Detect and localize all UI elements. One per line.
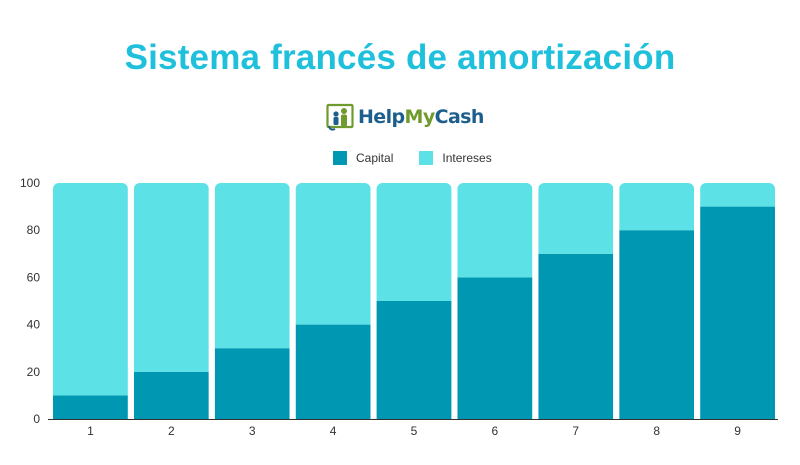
bar-group — [214, 183, 290, 419]
bar-capital-7 — [538, 253, 614, 419]
bar-intereses-4 — [295, 183, 371, 325]
x-tick-label: 4 — [330, 424, 337, 438]
bar-capital-5 — [376, 301, 452, 419]
bar-group — [295, 183, 371, 419]
bar-intereses-1 — [53, 183, 128, 396]
bar-group — [619, 183, 695, 419]
logo-text-my: My — [404, 106, 436, 128]
y-tick-label: 60 — [27, 270, 41, 284]
bar-capital-3 — [214, 348, 290, 419]
bar-capital-2 — [133, 371, 209, 419]
x-tick-label: 3 — [249, 424, 256, 438]
bar-intereses-7 — [538, 183, 614, 254]
bar-group — [538, 183, 614, 419]
y-tick-label: 80 — [27, 223, 41, 237]
x-tick-label: 7 — [572, 424, 579, 438]
bar-capital-8 — [619, 230, 695, 419]
legend-swatch-capital — [333, 151, 347, 165]
legend-swatch-intereses — [419, 151, 434, 165]
bar-group — [457, 183, 533, 419]
bar-intereses-2 — [133, 183, 209, 372]
chart-title: Sistema francés de amortización — [124, 38, 676, 77]
bar-group — [133, 183, 209, 419]
legend-label-intereses: Intereses — [442, 151, 492, 165]
bar-capital-6 — [457, 277, 533, 419]
y-tick-label: 0 — [33, 412, 40, 426]
x-tick-label: 9 — [734, 424, 741, 438]
y-tick-label: 40 — [27, 318, 41, 332]
bar-capital-9 — [700, 206, 775, 419]
x-tick-label: 8 — [653, 424, 660, 438]
legend-item-capital: Capital — [333, 151, 393, 165]
logo-text-help: Help — [358, 106, 405, 128]
chart-legend: Capital Intereses — [333, 151, 518, 165]
legend-label-capital: Capital — [356, 151, 394, 165]
x-tick-label: 1 — [87, 424, 94, 438]
bar-intereses-5 — [376, 183, 452, 301]
bar-group — [376, 183, 452, 419]
legend-item-intereses: Intereses — [419, 151, 492, 165]
x-tick-label: 6 — [492, 424, 499, 438]
helpmycash-logo: HelpMyCash — [326, 101, 484, 133]
bar-group — [53, 183, 128, 419]
y-tick-label: 100 — [20, 176, 40, 190]
bar-intereses-9 — [700, 183, 775, 207]
bar-intereses-8 — [619, 183, 695, 231]
bar-intereses-6 — [457, 183, 533, 278]
x-tick-label: 2 — [168, 424, 175, 438]
x-tick-label: 5 — [411, 424, 418, 438]
logo-text-cash: Cash — [434, 106, 485, 128]
bar-capital-4 — [295, 324, 371, 419]
bar-intereses-3 — [214, 183, 290, 349]
y-tick-label: 20 — [27, 365, 41, 379]
family-frame-icon — [326, 103, 354, 131]
bar-group — [700, 183, 775, 419]
bar-capital-1 — [53, 395, 128, 419]
